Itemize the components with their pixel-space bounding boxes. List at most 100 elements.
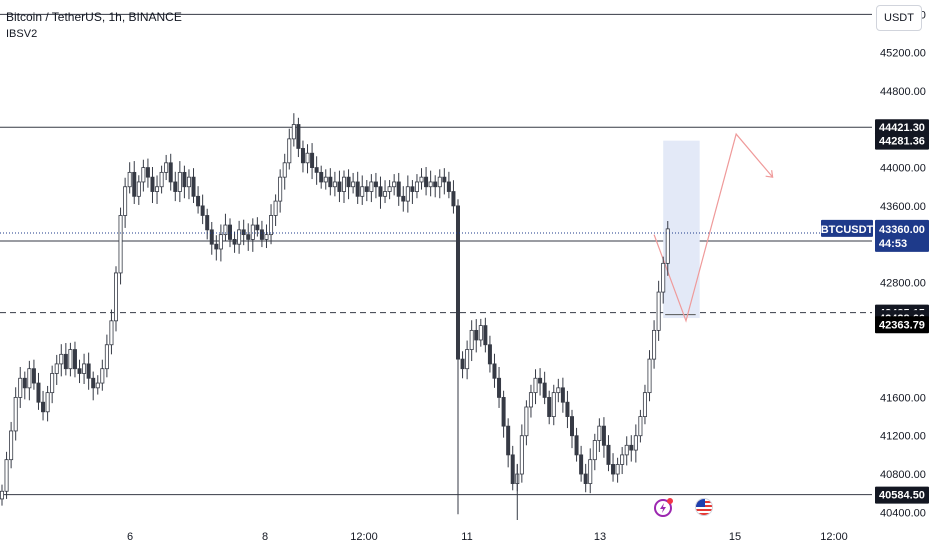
candle-body	[205, 215, 210, 231]
candle-body	[22, 377, 27, 389]
candle-body	[401, 195, 406, 202]
projection-path[interactable]	[653, 132, 774, 323]
candle-body	[77, 368, 82, 374]
y-tick-label: 44000.00	[880, 163, 926, 175]
time-axis[interactable]: 6 8 12:00 11 13 15 12:00	[127, 531, 848, 543]
candle-body	[360, 186, 365, 197]
candle-body	[392, 181, 397, 188]
candle-body	[588, 459, 593, 485]
last-price-label: 43360.00	[879, 224, 925, 236]
candle-body	[132, 171, 137, 197]
candle-body	[405, 186, 410, 202]
candles	[0, 113, 670, 520]
price-tag-label: 44281.36	[879, 136, 925, 148]
candle-body	[497, 377, 502, 398]
candle-body	[606, 444, 611, 465]
candle-body	[478, 325, 483, 341]
candle-body	[396, 181, 401, 197]
candle-body	[601, 425, 606, 446]
candle-body	[383, 191, 388, 197]
candle-body	[282, 162, 287, 178]
candle-body	[483, 325, 488, 346]
currency-button[interactable]: USDT	[876, 5, 922, 31]
candle-body	[246, 234, 251, 240]
y-tick-label: 44800.00	[880, 86, 926, 98]
candle-body	[68, 349, 73, 370]
projection-drawing	[653, 132, 774, 323]
candle-body	[652, 329, 657, 360]
y-tick-label: 41200.00	[880, 431, 926, 443]
candle-body	[341, 176, 346, 192]
candle-body	[524, 406, 529, 437]
candle-body	[59, 353, 64, 365]
candle-body	[186, 176, 191, 188]
candle-body	[269, 215, 274, 236]
candle-body	[428, 181, 433, 188]
candle-body	[259, 229, 264, 240]
candle-body	[346, 176, 351, 188]
candle-body	[592, 440, 597, 461]
symbol-title[interactable]: Bitcoin / TetherUS, 1h, BINANCE	[6, 10, 182, 24]
x-tick-label: 15	[729, 531, 741, 543]
candle-body	[82, 363, 87, 374]
candle-body	[237, 229, 242, 245]
candle-body	[656, 291, 661, 331]
candle-body	[150, 176, 155, 192]
y-tick-label: 45200.00	[880, 48, 926, 60]
price-tags: 44421.3044281.3643232.8842485.1542428.66…	[821, 119, 929, 504]
candle-body	[168, 162, 173, 183]
candle-body	[173, 181, 178, 192]
candle-body	[528, 392, 533, 408]
candle-body	[510, 454, 515, 485]
candle-body	[547, 397, 552, 417]
candle-body	[570, 416, 575, 437]
candle-body	[209, 229, 214, 245]
x-tick-label: 13	[594, 531, 606, 543]
y-tick-label: 43600.00	[880, 201, 926, 213]
candle-body	[556, 387, 561, 394]
candle-body	[232, 239, 237, 245]
y-tick-label: 40400.00	[880, 507, 926, 519]
candle-body	[63, 353, 68, 370]
lightning-event-icon[interactable]	[654, 498, 673, 517]
price-tag-label: 40584.50	[879, 490, 925, 502]
last-price-tag	[875, 219, 929, 252]
candle-body	[177, 171, 182, 192]
candle-body	[136, 181, 141, 197]
candle-body	[638, 416, 643, 437]
candle-body	[145, 167, 150, 178]
candle-body	[182, 171, 187, 188]
price-axis[interactable]: 40400.00 40800.00 41200.00 41600.00 42800.00…	[880, 9, 926, 519]
candle-body	[305, 152, 310, 164]
horizontal-lines	[0, 13, 872, 496]
y-tick-label: 40800.00	[880, 469, 926, 481]
price-tag-label: 44421.30	[879, 122, 925, 134]
projection-arrowhead	[765, 170, 774, 178]
candle-body	[364, 186, 369, 192]
candle-body	[255, 224, 260, 231]
candle-body	[86, 363, 91, 379]
candle-body	[560, 387, 565, 403]
candle-body	[191, 176, 196, 197]
candle-body	[300, 148, 305, 164]
candle-body	[410, 186, 415, 192]
candle-body	[620, 454, 625, 465]
candle-body	[414, 181, 419, 192]
candle-body	[611, 464, 616, 475]
candle-body	[296, 124, 301, 149]
indicator-label[interactable]: IBSV2	[6, 28, 38, 40]
price-tag	[875, 132, 929, 150]
candle-body	[615, 464, 620, 475]
candle-body	[0, 490, 4, 500]
candle-body	[273, 200, 278, 216]
candle-body	[314, 167, 319, 173]
symbol-tag	[821, 219, 873, 237]
candle-body	[583, 473, 588, 485]
candle-body	[264, 234, 269, 240]
candle-body	[114, 272, 119, 322]
candle-body	[442, 176, 447, 183]
candle-body	[437, 176, 442, 188]
us-flag-event-icon[interactable]	[695, 498, 713, 516]
candle-body	[629, 444, 634, 451]
